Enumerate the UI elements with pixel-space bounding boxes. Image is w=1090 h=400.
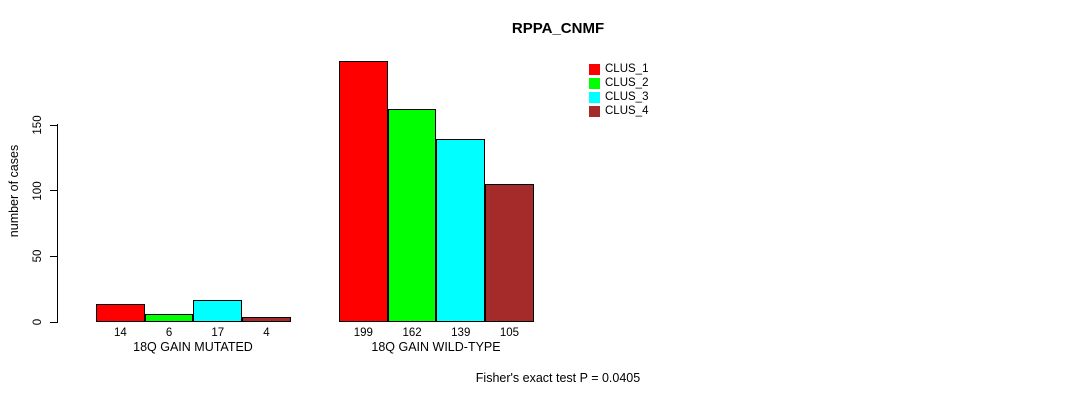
legend: CLUS_1 CLUS_2 CLUS_3 CLUS_4	[589, 62, 648, 118]
bar-value-label: 17	[211, 327, 225, 339]
legend-swatch-clus-2	[589, 77, 600, 89]
legend-label-clus-3: CLUS_3	[605, 91, 649, 103]
bar-clus_3-mutated	[193, 299, 243, 322]
legend-item-clus-2: CLUS_2	[589, 76, 648, 90]
y-axis-tick	[50, 124, 58, 126]
x-category-label-wild-type: 18Q GAIN WILD-TYPE	[371, 340, 501, 354]
bar-clus_4-mutated	[242, 316, 291, 322]
bar-clus_2-wild-type	[387, 109, 437, 322]
bar-clus_4-wild-type	[485, 184, 534, 322]
bar-value-label: 139	[451, 327, 471, 339]
bar-value-label: 105	[499, 327, 520, 339]
legend-label-clus-4: CLUS_4	[605, 105, 649, 117]
y-axis-tick	[50, 321, 58, 323]
bar-clus_1-wild-type	[339, 60, 388, 322]
y-axis-tick-label: 0	[32, 318, 44, 326]
chart-title: RPPA_CNMF	[511, 20, 605, 37]
y-axis-title: number of cases	[7, 144, 21, 238]
y-axis-tick-label: 150	[32, 115, 44, 135]
bar-value-label: 162	[402, 327, 422, 339]
y-axis-line	[57, 124, 58, 322]
legend-swatch-clus-4	[589, 105, 600, 117]
legend-swatch-clus-3	[589, 91, 600, 103]
legend-item-clus-1: CLUS_1	[589, 62, 648, 76]
fishers-test-pvalue-note: Fisher's exact test P = 0.0405	[475, 371, 641, 385]
y-axis-tick	[50, 255, 58, 257]
bar-clus_2-mutated	[144, 314, 194, 322]
bar-value-label: 6	[165, 327, 173, 339]
y-axis-tick-label: 50	[32, 249, 44, 263]
bar-value-label: 4	[263, 327, 270, 339]
bar-value-label: 14	[113, 327, 127, 339]
x-category-label-mutated: 18Q GAIN MUTATED	[133, 340, 253, 354]
legend-label-clus-1: CLUS_1	[605, 63, 649, 75]
bar-clus_3-wild-type	[436, 139, 486, 322]
bar-clus_1-mutated	[96, 303, 145, 322]
legend-item-clus-3: CLUS_3	[589, 90, 648, 104]
y-axis-tick-label: 100	[32, 181, 44, 201]
legend-item-clus-4: CLUS_4	[589, 104, 648, 118]
bar-value-label: 199	[353, 327, 373, 339]
legend-label-clus-2: CLUS_2	[605, 77, 649, 89]
y-axis-tick	[50, 190, 58, 192]
legend-swatch-clus-1	[589, 63, 600, 75]
